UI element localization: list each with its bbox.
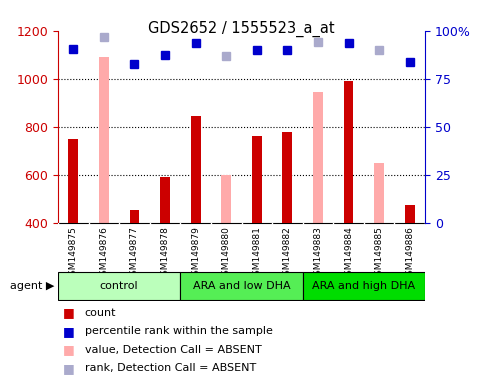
Bar	[344, 81, 354, 223]
Text: GSM149884: GSM149884	[344, 227, 353, 281]
Bar	[160, 177, 170, 223]
Text: control: control	[100, 281, 139, 291]
Text: ARA and low DHA: ARA and low DHA	[193, 281, 290, 291]
Text: ARA and high DHA: ARA and high DHA	[313, 281, 415, 291]
Text: GDS2652 / 1555523_a_at: GDS2652 / 1555523_a_at	[148, 21, 335, 37]
Text: value, Detection Call = ABSENT: value, Detection Call = ABSENT	[85, 345, 261, 355]
Text: GSM149875: GSM149875	[69, 227, 78, 281]
Text: ■: ■	[63, 306, 74, 319]
Bar	[374, 163, 384, 223]
Text: percentile rank within the sample: percentile rank within the sample	[85, 326, 272, 336]
Text: ■: ■	[63, 343, 74, 356]
Bar	[69, 139, 78, 223]
Text: GSM149885: GSM149885	[375, 227, 384, 281]
Text: GSM149882: GSM149882	[283, 227, 292, 281]
Bar	[405, 205, 414, 223]
Text: GSM149877: GSM149877	[130, 227, 139, 281]
Text: GSM149881: GSM149881	[252, 227, 261, 281]
Bar	[252, 136, 262, 223]
Text: rank, Detection Call = ABSENT: rank, Detection Call = ABSENT	[85, 363, 256, 373]
Bar	[283, 132, 292, 223]
Text: ■: ■	[63, 362, 74, 375]
Text: agent ▶: agent ▶	[10, 281, 54, 291]
Bar	[129, 210, 139, 223]
Text: GSM149879: GSM149879	[191, 227, 200, 281]
Text: count: count	[85, 308, 116, 318]
Bar	[99, 57, 109, 223]
Text: GSM149876: GSM149876	[99, 227, 108, 281]
Text: GSM149883: GSM149883	[313, 227, 323, 281]
Bar	[313, 92, 323, 223]
Bar	[221, 175, 231, 223]
Text: GSM149878: GSM149878	[160, 227, 170, 281]
Text: GSM149886: GSM149886	[405, 227, 414, 281]
Bar	[191, 116, 200, 223]
Bar	[303, 272, 425, 300]
Bar	[180, 272, 303, 300]
Text: ■: ■	[63, 325, 74, 338]
Bar	[58, 272, 180, 300]
Text: GSM149880: GSM149880	[222, 227, 231, 281]
